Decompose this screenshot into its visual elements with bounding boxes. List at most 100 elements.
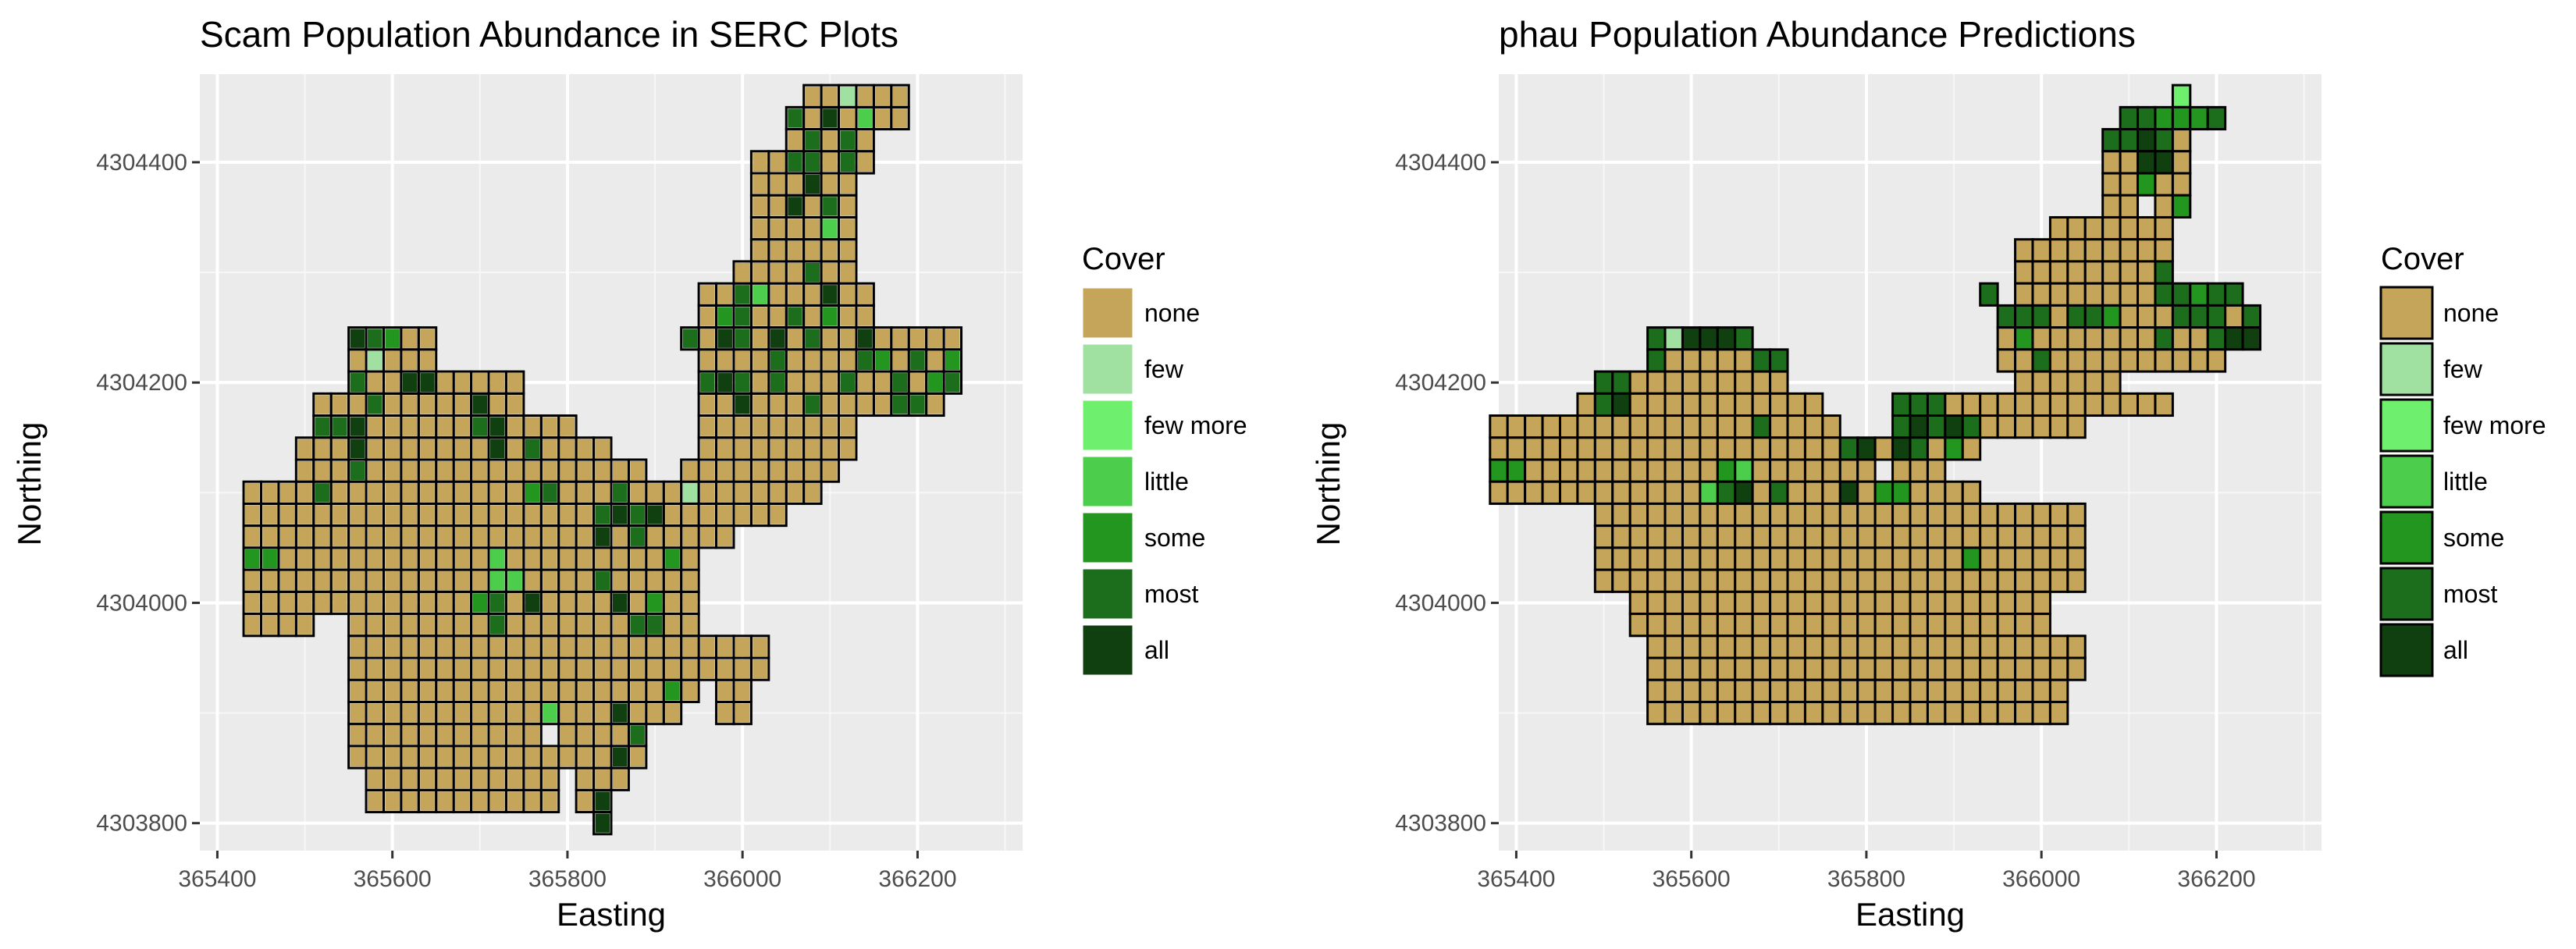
cover-cell-fill	[753, 152, 767, 172]
cover-cell	[1663, 590, 1684, 616]
cover-cell-fill	[647, 637, 663, 657]
cover-cell-fill	[788, 329, 802, 348]
cover-cell-fill	[560, 417, 575, 436]
cover-cell-fill	[805, 483, 820, 503]
cover-cell	[1699, 590, 1719, 616]
cover-cell-fill	[560, 725, 575, 745]
cover-cell-fill	[788, 373, 802, 393]
cover-cell	[1734, 458, 1754, 483]
cover-cell-fill	[682, 460, 698, 481]
cover-cell-fill	[350, 439, 365, 458]
cover-cell	[2101, 128, 2122, 153]
cover-cell-fill	[788, 175, 802, 194]
cover-cell	[1716, 502, 1737, 528]
cover-cell	[2031, 613, 2051, 638]
cover-cell-fill	[333, 439, 347, 458]
cover-cell	[1821, 590, 1841, 616]
cover-cell	[1716, 568, 1737, 593]
cover-cell	[1961, 436, 1982, 461]
cover-cell-fill	[490, 791, 505, 811]
cover-cell	[1961, 502, 1982, 528]
cover-cell	[1734, 370, 1754, 395]
cover-cell	[1524, 458, 1544, 483]
cover-cell-fill	[490, 747, 505, 767]
cover-cell	[1821, 700, 1841, 726]
cover-cell-fill	[805, 307, 820, 326]
cover-cell	[1786, 568, 1806, 593]
cover-cell-fill	[385, 593, 400, 613]
cover-cell-fill	[823, 219, 838, 238]
cover-cell-fill	[823, 373, 838, 393]
cover-cell	[1699, 700, 1719, 726]
cover-cell	[1944, 700, 1964, 726]
legend-label: none	[2443, 299, 2499, 327]
cover-cell	[1856, 524, 1877, 549]
cover-cell	[2031, 392, 2051, 418]
cover-cell	[2137, 150, 2157, 175]
cover-cell-fill	[368, 725, 382, 745]
cover-cell-fill	[420, 571, 435, 591]
cover-cell-fill	[543, 417, 557, 436]
cover-cell	[1944, 546, 1964, 571]
cover-cell	[1786, 436, 1806, 461]
cover-cell	[1856, 634, 1877, 659]
cover-cell-fill	[805, 350, 820, 371]
cover-cell-fill	[455, 659, 470, 679]
cover-cell-fill	[420, 770, 435, 789]
cover-cell-fill	[315, 571, 330, 591]
cover-cell-fill	[245, 615, 260, 634]
cover-cell-fill	[297, 505, 312, 524]
cover-cell	[2048, 370, 2069, 395]
cover-cell	[2083, 392, 2105, 418]
cover-cell	[2154, 172, 2174, 197]
cover-cell-fill	[420, 615, 435, 634]
cover-cell-fill	[350, 417, 365, 436]
cover-cell-fill	[385, 460, 400, 481]
cover-cell-fill	[333, 417, 347, 436]
cover-cell-fill	[543, 439, 557, 458]
cover-cell	[1926, 414, 1947, 439]
cover-cell	[1593, 392, 1614, 418]
cover-cell-fill	[490, 483, 505, 503]
cover-cell	[1751, 370, 1772, 395]
cover-cell-fill	[682, 527, 698, 546]
cover-cell	[2048, 326, 2069, 351]
cover-cell-fill	[735, 417, 750, 436]
cover-cell	[2224, 304, 2244, 329]
cover-cell-fill	[647, 593, 663, 613]
cover-cell-fill	[630, 659, 645, 679]
cover-cell	[1821, 524, 1841, 549]
cover-cell	[1926, 613, 1947, 638]
cover-cell	[1786, 613, 1806, 638]
cover-cell-fill	[525, 770, 540, 789]
cover-cell	[1873, 656, 1895, 681]
cover-cell	[1716, 524, 1737, 549]
cover-cell-fill	[507, 373, 522, 393]
cover-cell	[2101, 304, 2122, 329]
cover-cell	[1961, 613, 1982, 638]
cover-cell	[2171, 282, 2192, 307]
cover-cell-fill	[402, 395, 418, 414]
cover-cell-fill	[490, 571, 505, 591]
cover-cell-fill	[945, 350, 960, 371]
cover-cell-fill	[333, 593, 347, 613]
cover-cell	[1979, 656, 1999, 681]
y-tick-label: 4303800	[1395, 811, 1486, 837]
cover-cell	[2014, 546, 2034, 571]
cover-cell	[1996, 656, 2017, 681]
cover-cell	[1628, 414, 1649, 439]
cover-cell-fill	[840, 417, 855, 436]
cover-cell-fill	[753, 262, 767, 283]
cover-cell	[2066, 392, 2087, 418]
cover-cell	[1996, 590, 2017, 616]
cover-cell-fill	[805, 130, 820, 150]
cover-cell-fill	[735, 505, 750, 524]
cover-cell	[1944, 678, 1964, 703]
cover-cell-fill	[490, 549, 505, 569]
cover-cell	[1593, 458, 1614, 483]
cover-cell	[2101, 150, 2122, 175]
cover-cell-fill	[823, 307, 838, 326]
cover-cell-fill	[682, 637, 698, 657]
cover-cell	[1734, 524, 1754, 549]
cover-cell-fill	[279, 527, 295, 546]
